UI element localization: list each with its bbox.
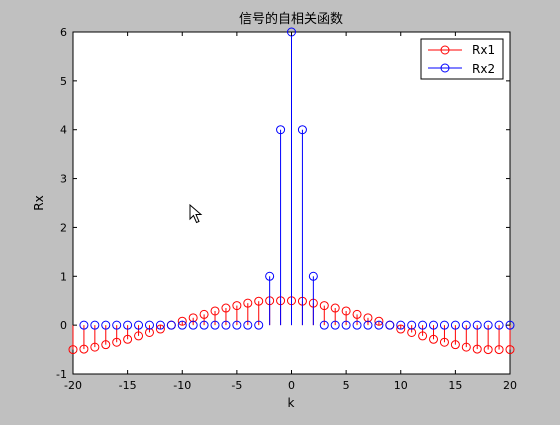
x-tick-label: 5 bbox=[343, 379, 350, 392]
y-tick-label: 5 bbox=[60, 75, 67, 88]
legend-label-rx2: Rx2 bbox=[472, 62, 495, 76]
y-tick-label: 0 bbox=[60, 319, 67, 332]
x-tick-label: 20 bbox=[503, 379, 517, 392]
x-tick-label: 15 bbox=[448, 379, 462, 392]
y-tick-label: 3 bbox=[60, 173, 67, 186]
chart-title: 信号的自相关函数 bbox=[239, 11, 343, 27]
y-tick-label: 6 bbox=[60, 26, 67, 39]
x-tick-label: -10 bbox=[173, 379, 191, 392]
x-tick-label: 0 bbox=[288, 379, 295, 392]
y-tick-label: 4 bbox=[60, 124, 67, 137]
y-axis-label: Rx bbox=[32, 195, 46, 210]
x-tick-label: -15 bbox=[119, 379, 137, 392]
x-tick-label: -5 bbox=[231, 379, 242, 392]
legend: Rx1 Rx2 bbox=[421, 39, 503, 79]
legend-label-rx1: Rx1 bbox=[472, 43, 495, 57]
y-tick-label: 2 bbox=[60, 221, 67, 234]
y-tick-label: -1 bbox=[56, 368, 67, 381]
mouse-pointer-icon bbox=[189, 204, 203, 224]
x-axis-label: k bbox=[288, 396, 295, 410]
y-tick-label: 1 bbox=[60, 270, 67, 283]
x-tick-label: 10 bbox=[394, 379, 408, 392]
